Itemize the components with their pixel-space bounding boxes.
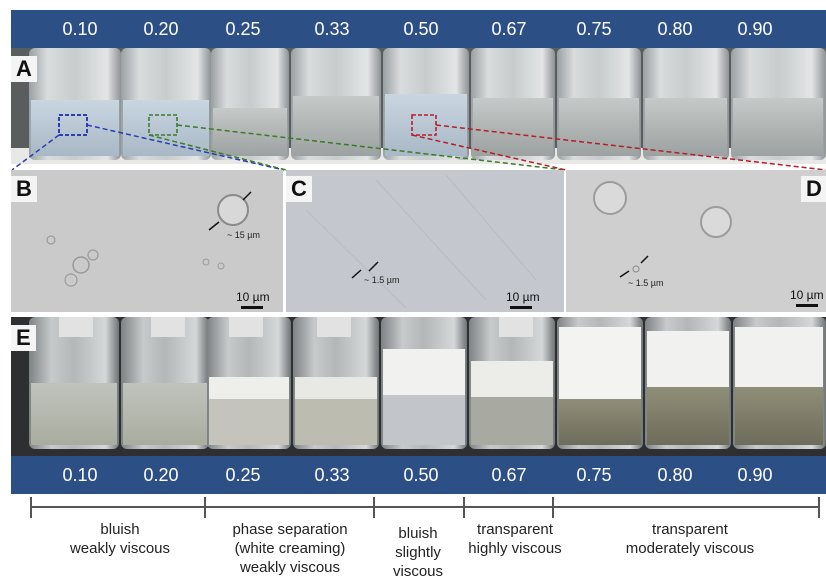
vial-a-075 [557,48,641,160]
vial-a-025 [211,48,289,160]
vials-photo-e: E [11,317,826,456]
vial-e-010 [29,317,119,449]
panel-label-c: C [286,176,312,202]
vial-e-050 [381,317,467,449]
group-label-transparent-highly-viscous: transparent highly viscous [460,520,570,558]
bottom-fraction-band: 0.10 0.20 0.25 0.33 0.50 0.67 0.75 0.80 … [11,456,826,494]
top-fraction-label: 0.20 [143,19,179,39]
micrograph-d-drawing [566,170,826,312]
bottom-fraction-label: 0.90 [737,465,773,485]
group-label-transparent-moderately-viscous: transparent moderately viscous [600,520,780,558]
bottom-fraction-label: 0.67 [491,465,527,485]
top-fraction-label: 0.33 [314,19,350,39]
group-line: transparent [477,521,553,538]
vial-e-080 [645,317,731,449]
vial-a-080 [643,48,729,160]
micrograph-b: B ~ 15 µm 10 µm [11,170,283,312]
group-line: (white creaming) [234,540,346,557]
group-line: bluish [398,525,438,542]
group-line: highly viscous [468,540,562,557]
micrograph-c: C ~ 1.5 µm 10 µm [286,170,564,312]
vial-a-020 [121,48,211,160]
bottom-fraction-label: 0.25 [225,465,261,485]
group-line: viscous [392,563,444,580]
droplet-size-label-c: ~ 1.5 µm [364,275,400,285]
bottom-fraction-label: 0.33 [314,465,350,485]
micrograph-b-drawing [11,170,283,312]
vial-e-025 [207,317,291,449]
group-label-bluish-slightly-viscous: bluish slightly viscous [378,524,458,581]
vial-a-010 [29,48,121,160]
bottom-fraction-label: 0.20 [143,465,179,485]
group-line: transparent [652,521,728,538]
vial-e-067 [469,317,555,449]
vial-e-020 [121,317,209,449]
scale-label-b: 10 µm [236,290,270,304]
scale-bar-d [796,304,818,307]
top-fraction-label: 0.75 [576,19,612,39]
group-label-phase-separation: phase separation (white creaming) weakly… [215,520,365,577]
droplet-size-label-b: ~ 15 µm [227,230,260,240]
droplet-size-label-d: ~ 1.5 µm [628,278,664,288]
bottom-fraction-label: 0.80 [657,465,693,485]
group-line: slightly [395,544,441,561]
vial-a-090 [731,48,826,160]
top-fraction-label: 0.90 [737,19,773,39]
vial-e-090 [733,317,826,449]
vial-e-075 [557,317,643,449]
top-fraction-label: 0.67 [491,19,527,39]
scale-bar-b [241,306,263,309]
micrograph-c-drawing [286,170,564,312]
group-line: bluish [100,521,140,538]
vial-a-050 [383,48,469,160]
panel-label-a: A [11,56,37,82]
group-line: phase separation [232,521,348,538]
vial-e-033 [293,317,379,449]
group-line: weakly viscous [69,540,171,557]
vials-e-drawing [11,317,826,456]
top-fraction-label: 0.80 [657,19,693,39]
panel-label-e: E [11,325,36,351]
scale-label-d: 10 µm [790,288,824,302]
scale-label-c: 10 µm [506,290,540,304]
micrograph-d: D ~ 1.5 µm 10 µm [566,170,826,312]
group-line: weakly viscous [239,559,341,576]
top-fraction-label: 0.50 [403,19,439,39]
scale-bar-c [510,306,532,309]
bottom-fraction-label: 0.75 [576,465,612,485]
group-label-bluish-weakly-viscous: bluish weakly viscous [60,520,180,558]
bottom-fraction-label: 0.10 [62,465,98,485]
top-fraction-band: 0.10 0.20 0.25 0.33 0.50 0.67 0.75 0.80 … [11,10,826,48]
vial-a-033 [291,48,381,160]
panel-label-b: B [11,176,37,202]
panel-label-d: D [801,176,826,202]
bottom-fraction-label: 0.50 [403,465,439,485]
top-fraction-label: 0.25 [225,19,261,39]
top-fraction-label: 0.10 [62,19,98,39]
group-line: moderately viscous [625,540,755,557]
